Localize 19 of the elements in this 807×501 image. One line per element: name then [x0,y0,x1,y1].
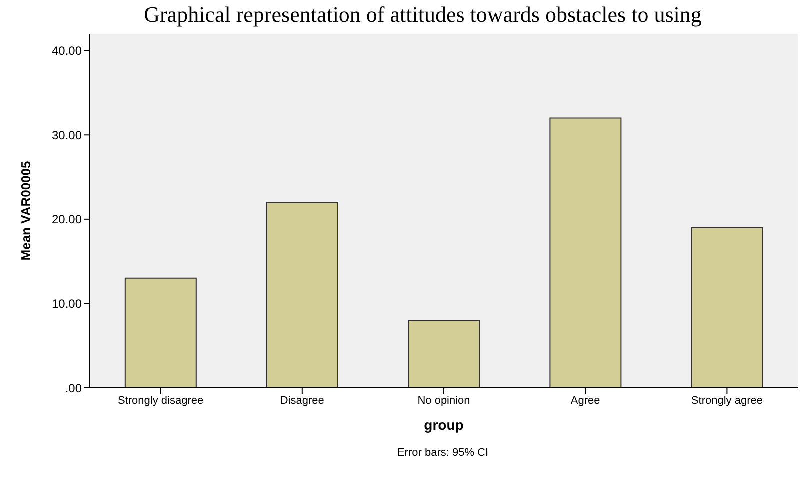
x-tick-label: No opinion [418,394,470,407]
y-tick-label: 40.00 [52,44,82,58]
bar [550,118,622,388]
bar [408,320,480,388]
x-tick-label: Strongly disagree [118,394,204,407]
bar [124,278,197,388]
text: Error bars: 95% CI [396,447,490,459]
x-tick-label: Strongly agree [691,394,763,407]
y-tick-label: 30.00 [52,128,82,142]
y-tick-label: .00 [65,381,82,396]
bar [691,227,764,388]
chart-title: Graphical representation of attitudes towards obstacles to using [143,2,703,28]
x-axis-title: group [424,417,464,433]
x-tick-label: Disagree [280,394,324,407]
bar [266,202,338,388]
y-tick-label: 20.00 [52,212,82,227]
y-tick-label: 10.00 [52,296,82,311]
x-tick-label: Agree [570,394,600,407]
y-axis-title: Mean VAR00005 [18,161,34,261]
